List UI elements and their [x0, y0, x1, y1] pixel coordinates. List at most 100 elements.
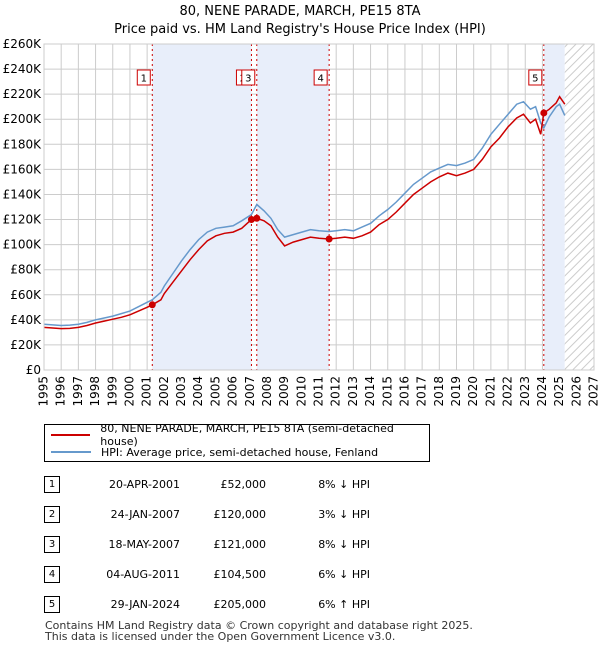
chart-title: 80, NENE PARADE, MARCH, PE15 8TA	[179, 4, 421, 19]
transaction-hpi: 8% ↓ HPI	[318, 538, 370, 551]
annotation-box	[528, 69, 543, 86]
annotation-box	[313, 69, 328, 86]
series-line-hpi	[43, 100, 566, 327]
x-tick-label: 2020	[466, 376, 480, 407]
footer-copyright: Contains HM Land Registry data © Crown c…	[45, 619, 473, 632]
x-tick-label: 2010	[294, 376, 308, 407]
x-tick-label: 1999	[105, 376, 119, 407]
transaction-number: 4	[44, 566, 60, 583]
transaction-hpi: 8% ↓ HPI	[318, 478, 370, 491]
shaded-period	[152, 44, 252, 370]
transaction-number: 2	[44, 506, 60, 523]
y-tick-label: £100K	[3, 238, 43, 252]
y-tick-label: £120K	[3, 213, 43, 227]
sale-marker	[253, 214, 261, 222]
transaction-date: 20-APR-2001	[108, 478, 180, 491]
x-tick-label: 2006	[226, 376, 240, 407]
transaction-price: £120,000	[213, 508, 267, 521]
y-tick-label: £220K	[3, 87, 43, 101]
transaction-hpi: 3% ↓ HPI	[318, 508, 370, 521]
y-tick-label: £60K	[10, 288, 42, 302]
table-row: 4 04-AUG-2011 £104,500 6% ↓ HPI	[40, 564, 420, 584]
y-tick-label: £40K	[10, 313, 42, 327]
sale-marker	[540, 109, 548, 117]
x-tick-label: 2026	[569, 376, 583, 407]
transaction-number: 3	[44, 536, 60, 553]
x-tick-label: 2024	[535, 376, 549, 407]
x-tick-label: 1995	[37, 376, 51, 407]
series-line-property	[43, 95, 566, 330]
chart: 12345 £0£20K£40K£60K£80K£100K£120K£140K£…	[3, 37, 600, 407]
transaction-date: 18-MAY-2007	[108, 538, 180, 551]
transaction-price: £205,000	[213, 598, 267, 611]
x-tick-label: 2017	[415, 376, 429, 407]
x-tick-label: 2022	[501, 376, 515, 407]
table-row: 5 29-JAN-2024 £205,000 6% ↑ HPI	[40, 594, 420, 614]
x-tick-label: 1997	[71, 376, 85, 407]
legend-swatch-hpi	[51, 451, 91, 453]
legend: 80, NENE PARADE, MARCH, PE15 8TA (semi-d…	[44, 422, 430, 462]
y-tick-label: £80K	[10, 263, 42, 277]
x-tick-label: 2000	[122, 376, 136, 407]
annotation-label: 1	[141, 74, 147, 85]
y-tick-label: £240K	[3, 62, 43, 76]
annotation-label: 3	[245, 74, 251, 85]
x-tick-label: 2023	[518, 376, 532, 407]
x-tick-label: 2014	[363, 376, 377, 407]
transaction-price: £52,000	[220, 478, 267, 491]
legend-item-property: 80, NENE PARADE, MARCH, PE15 8TA (semi-d…	[45, 422, 429, 448]
table-row: 3 18-MAY-2007 £121,000 8% ↓ HPI	[40, 534, 420, 554]
x-tick-label: 1998	[88, 376, 102, 407]
y-tick-label: £180K	[3, 137, 43, 151]
x-tick-label: 2007	[243, 376, 257, 407]
forecast-hatch	[564, 44, 594, 370]
y-tick-label: £200K	[3, 112, 43, 126]
legend-label-hpi: HPI: Average price, semi-detached house,…	[101, 445, 379, 459]
x-tick-label: 2016	[397, 376, 411, 407]
transaction-price: £121,000	[213, 538, 267, 551]
chart-subtitle: Price paid vs. HM Land Registry's House …	[114, 22, 486, 37]
sale-marker	[247, 216, 255, 224]
x-tick-label: 2015	[380, 376, 394, 407]
y-tick-label: £20K	[10, 338, 42, 352]
transaction-hpi: 6% ↑ HPI	[318, 598, 370, 611]
transaction-date: 04-AUG-2011	[106, 568, 180, 581]
y-tick-label: £140K	[3, 187, 43, 201]
shaded-period	[256, 44, 330, 370]
y-tick-label: £160K	[3, 162, 43, 176]
legend-item-hpi: HPI: Average price, semi-detached house,…	[45, 444, 378, 460]
annotation-label: 4	[317, 74, 323, 85]
x-tick-label: 2012	[329, 376, 343, 407]
x-tick-label: 2004	[191, 376, 205, 407]
y-tick-label: £260K	[3, 37, 43, 51]
x-tick-label: 2019	[449, 376, 463, 407]
sale-marker	[325, 235, 333, 243]
x-tick-label: 2005	[208, 376, 222, 407]
x-tick-label: 2027	[587, 376, 600, 407]
legend-label-property: 80, NENE PARADE, MARCH, PE15 8TA (semi-d…	[100, 422, 394, 448]
x-tick-label: 2008	[260, 376, 274, 407]
shaded-period	[543, 44, 565, 370]
table-row: 1 20-APR-2001 £52,000 8% ↓ HPI	[40, 474, 420, 494]
footer-license: This data is licensed under the Open Gov…	[45, 630, 396, 643]
x-tick-label: 2013	[346, 376, 360, 407]
legend-swatch-property	[51, 434, 91, 436]
x-tick-label: 2009	[277, 376, 291, 407]
sale-marker	[148, 301, 156, 309]
y-tick-label: £0	[26, 363, 41, 377]
x-tick-label: 2011	[312, 376, 326, 407]
transaction-date: 24-JAN-2007	[110, 508, 180, 521]
table-row: 2 24-JAN-2007 £120,000 3% ↓ HPI	[40, 504, 420, 524]
x-tick-label: 2002	[157, 376, 171, 407]
x-tick-label: 2018	[432, 376, 446, 407]
annotation-label: 5	[532, 74, 538, 85]
annotation-box	[136, 69, 151, 86]
x-tick-label: 2001	[140, 376, 154, 407]
transaction-price: £104,500	[213, 568, 267, 581]
x-tick-label: 2025	[552, 376, 566, 407]
x-tick-label: 2021	[483, 376, 497, 407]
footer: Contains HM Land Registry data © Crown c…	[45, 620, 473, 642]
annotation-box	[241, 69, 256, 86]
x-tick-label: 2003	[174, 376, 188, 407]
